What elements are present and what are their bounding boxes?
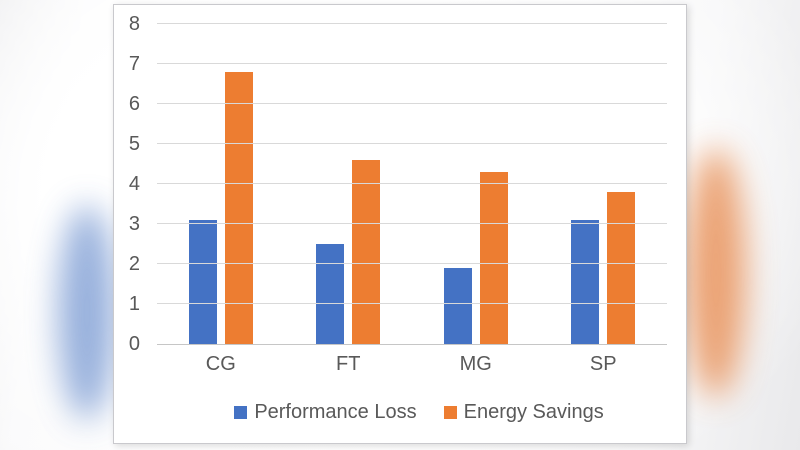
bar-group-sp [540,24,668,344]
gridline-3 [157,223,667,224]
y-axis: 0 1 2 3 4 5 6 7 8 [114,13,140,355]
legend-item-performance-loss: Performance Loss [234,401,417,424]
y-axis-tick-label-6: 6 [128,93,140,115]
legend-label-performance-loss: Performance Loss [254,401,417,423]
bar-chart: 0 1 2 3 4 5 6 7 8 CG FT MG SP Performance Loss Energ… [114,5,686,443]
gridline-6 [157,103,667,104]
y-axis-tick-label-4: 4 [128,173,140,195]
gridline-8 [157,23,667,24]
chart-card: 0 1 2 3 4 5 6 7 8 CG FT MG SP Performance Loss Energ… [113,4,687,444]
bar-performance-loss-ft [316,244,345,344]
bar-group-cg [157,24,285,344]
legend-item-energy-savings: Energy Savings [443,401,604,424]
plot-area [157,23,667,345]
gridline-4 [157,183,667,184]
x-axis: CG FT MG SP [157,353,667,376]
x-axis-label-cg: CG [205,353,236,375]
gridline-5 [157,143,667,144]
gridline-2 [157,263,667,264]
bar-performance-loss-cg [188,220,217,344]
y-axis-tick-label-5: 5 [128,133,140,155]
legend: Performance Loss Energy Savings [157,401,681,424]
gridline-7 [157,63,667,64]
y-axis-tick-label-7: 7 [128,53,140,75]
y-axis-tick-label-2: 2 [128,253,140,275]
legend-swatch-performance-loss [234,406,248,419]
bar-energy-savings-ft [352,160,381,344]
bar-group-ft [285,24,413,344]
legend-label-energy-savings: Energy Savings [463,401,604,423]
x-axis-label-sp: SP [589,353,617,375]
background-orange-blob [686,148,746,398]
bar-energy-savings-sp [607,192,636,344]
bar-groups [157,24,667,344]
background-blue-blob [58,205,116,420]
y-axis-tick-label-0: 0 [128,333,140,355]
bar-performance-loss-sp [571,220,600,344]
gridline-1 [157,303,667,304]
bar-energy-savings-mg [479,172,508,344]
x-axis-label-ft: FT [336,353,361,375]
bar-group-mg [412,24,540,344]
y-axis-tick-label-1: 1 [128,293,140,315]
legend-swatch-energy-savings [443,406,457,419]
bar-energy-savings-cg [224,72,253,344]
bar-performance-loss-mg [443,268,472,344]
x-axis-label-mg: MG [459,353,492,375]
y-axis-tick-label-8: 8 [128,13,140,35]
y-axis-tick-label-3: 3 [128,213,140,235]
